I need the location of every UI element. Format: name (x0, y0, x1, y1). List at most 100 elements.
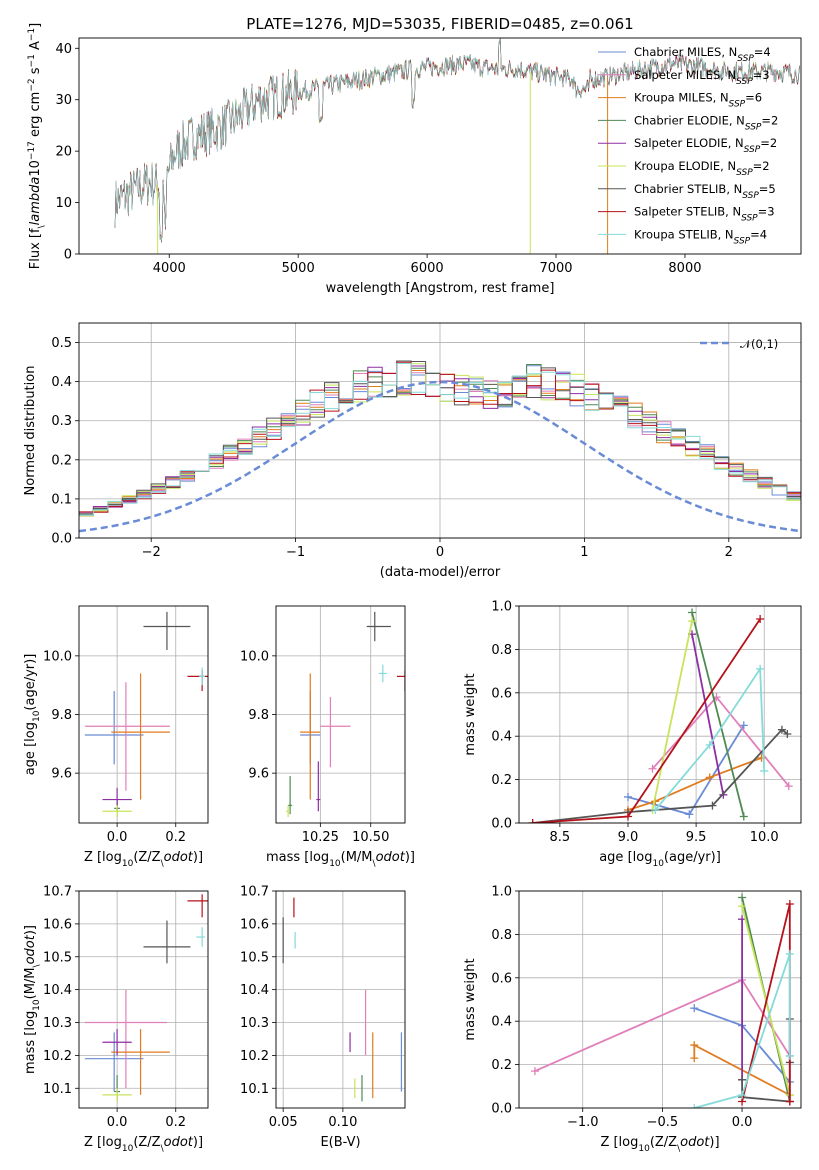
y-tick-label: 0.6 (491, 971, 512, 986)
legend-label: Chabrier ELODIE, NSSP=2 (634, 113, 778, 132)
y-axis-label: mass weight (463, 958, 478, 1040)
legend-label: 𝒩(0,1) (740, 337, 778, 351)
weight-line (654, 666, 766, 811)
weight-marker (688, 617, 697, 626)
weight-marker (783, 730, 792, 739)
weight-marker (651, 805, 660, 814)
x-tick-label: 2 (725, 545, 733, 560)
y-tick-label: 10.2 (43, 1049, 72, 1064)
x-tick-label: 0 (436, 545, 444, 560)
y-tick-label: 0.8 (491, 643, 512, 658)
y-tick-label: 0.4 (51, 375, 72, 390)
spectrum-plot (114, 38, 800, 254)
axes-frame (78, 37, 802, 255)
y-tick-label: 0.2 (51, 453, 72, 468)
y-tick-label: 10.7 (43, 885, 72, 900)
x-tick-label: 0.0 (107, 830, 128, 845)
weight-marker (756, 615, 765, 624)
weight-marker (785, 1051, 794, 1060)
x-tick-label: 4000 (153, 261, 186, 276)
weight-marker (648, 764, 657, 773)
x-axis-label: age [log10(age/yr)] (599, 850, 721, 869)
x-tick-label: 10.50 (352, 830, 389, 845)
axes-frame (78, 605, 209, 824)
x-tick-label: 5000 (282, 261, 315, 276)
y-tick-label: 30 (55, 93, 72, 108)
residuals-plot (79, 360, 801, 533)
y-tick-label: 0.1 (51, 492, 72, 507)
y-tick-label: 0.2 (491, 1058, 512, 1073)
y-tick-label: 0.6 (491, 686, 512, 701)
x-axis-label: E(B-V) (320, 1135, 360, 1150)
weight-marker (739, 721, 748, 730)
x-axis-label: (data-model)/error (380, 565, 501, 580)
y-tick-label: 9.6 (248, 767, 269, 782)
axes-frame (275, 605, 406, 824)
y-tick-label: 10.6 (240, 917, 269, 932)
x-axis-label: Z [log10(Z/Z\odot)] (600, 1135, 719, 1154)
x-tick-label: 6000 (411, 261, 444, 276)
x-tick-label: 10.0 (750, 830, 779, 845)
weight-line (651, 621, 693, 811)
y-tick-label: 10.6 (43, 917, 72, 932)
weight-marker (685, 810, 694, 819)
y-tick-label: 10.7 (240, 885, 269, 900)
x-tick-label: 0.10 (328, 1115, 357, 1130)
y-tick-label: 0.0 (491, 817, 512, 832)
legend-label: Salpeter ELODIE, NSSP=2 (634, 136, 777, 155)
mass-vs-ebv-axes: 0.05 0.10 10.1 10.2 10.3 10.4 10.5 10.6 10.7 (240, 885, 405, 1130)
legend-label: Salpeter STELIB, NSSP=3 (634, 205, 775, 224)
y-tick-label: 0.4 (491, 730, 512, 745)
weight-line (691, 612, 745, 817)
x-tick-label: 10.25 (302, 830, 339, 845)
y-axis-label: Flux [f\lambda10−17 erg cm−2 s−1 A−1] (27, 23, 47, 269)
y-tick-label: 0.5 (51, 336, 72, 351)
y-tick-label: 10.4 (43, 983, 72, 998)
gaussian-curve (79, 380, 801, 533)
y-tick-label: 0.2 (491, 773, 512, 788)
y-tick-label: 40 (55, 42, 72, 57)
weight-marker (777, 725, 786, 734)
legend (598, 51, 626, 235)
massweight-vs-Z-axes: −1.0 −0.5 0.0 0.0 0.2 0.4 0.6 0.8 1.0 (491, 885, 801, 1130)
x-tick-label: 8.5 (550, 830, 571, 845)
y-tick-label: 9.6 (51, 767, 72, 782)
y-tick-label: 10.4 (240, 983, 269, 998)
histogram-step (79, 365, 801, 518)
weight-marker (690, 1104, 699, 1108)
weight-marker (785, 1097, 794, 1106)
axes-frame (78, 890, 209, 1109)
y-tick-label: 0.8 (491, 928, 512, 943)
x-axis-label: mass [log10(M/M\odot)] (266, 850, 415, 869)
x-tick-label: 9.0 (618, 830, 639, 845)
legend-label: Chabrier MILES, NSSP=4 (634, 45, 771, 64)
legend-label: Kroupa ELODIE, NSSP=2 (634, 159, 770, 178)
histogram-step (79, 365, 801, 517)
weight-marker (530, 1067, 539, 1076)
y-tick-label: 10.0 (240, 649, 269, 664)
weight-marker (528, 819, 537, 823)
x-axis-label: Z [log10(Z/Z\odot)] (84, 850, 203, 869)
weight-line (694, 953, 791, 1108)
weight-marker (739, 812, 748, 821)
y-tick-label: 1.0 (491, 885, 512, 900)
weight-marker (688, 608, 697, 617)
spectrum-axes: 4000 5000 6000 7000 8000 0 10 20 30 40 (55, 42, 701, 276)
weight-marker (705, 773, 714, 782)
x-tick-label: −1 (286, 545, 305, 560)
axes-frame (518, 605, 802, 824)
y-tick-label: 0.0 (491, 1102, 512, 1117)
massweight-vs-Z-plot (530, 893, 794, 1108)
y-tick-label: 0.3 (51, 414, 72, 429)
massweight-vs-age-axes: 8.5 9.0 9.5 10.0 0.0 0.2 0.4 0.6 0.8 1.0 (491, 600, 801, 845)
y-tick-label: 9.8 (248, 708, 269, 723)
weight-line (741, 1019, 791, 1103)
figure-title: PLATE=1276, MJD=53035, FIBERID=0485, z=0… (246, 15, 633, 33)
y-axis-label: age [log10(age/yr)] (23, 654, 42, 776)
histogram-step (79, 363, 801, 519)
x-tick-label: 0.05 (269, 1115, 298, 1130)
weight-marker (785, 900, 794, 909)
y-tick-label: 10.3 (240, 1016, 269, 1031)
weight-marker (738, 893, 747, 902)
